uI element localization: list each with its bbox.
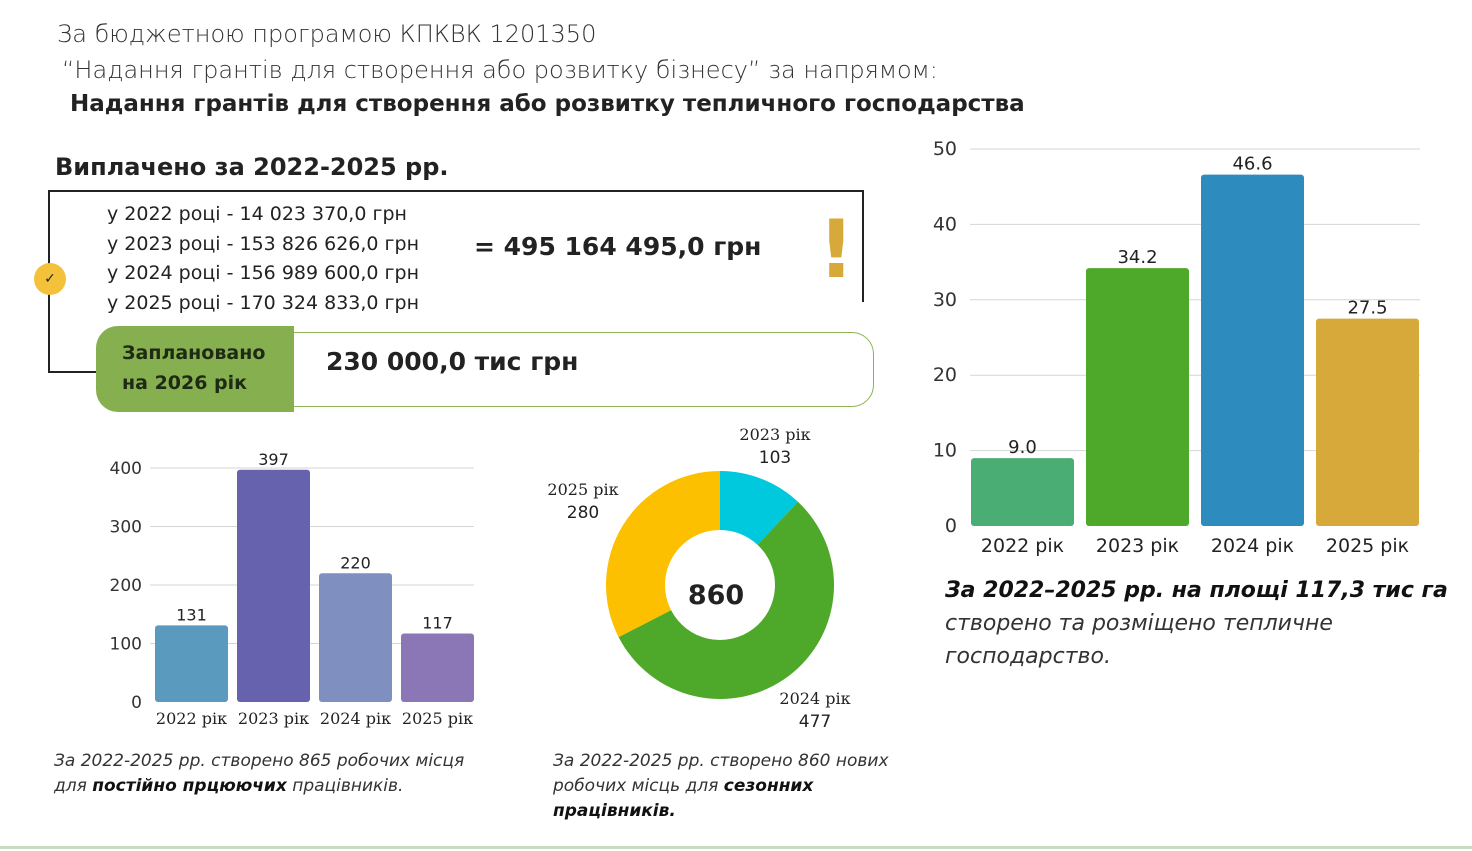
y-tick-label: 100 [110, 635, 142, 655]
data-label: 34.2 [1117, 247, 1157, 268]
data-label: 220 [340, 553, 371, 572]
bar-2022 [971, 458, 1074, 526]
caption-seasonal: За 2022-2025 рр. створено 860 нових робо… [553, 749, 913, 824]
paid-year-2024: у 2024 році - 156 989 600,0 грн [107, 262, 420, 284]
plan-label: Заплановано на 2026 рік [96, 326, 294, 412]
y-tick-label: 0 [131, 693, 142, 713]
y-tick-label: 0 [945, 515, 957, 537]
y-tick-label: 300 [110, 518, 142, 538]
data-label: 27.5 [1347, 298, 1387, 319]
paid-frame-right [862, 190, 864, 302]
bar-2022 [155, 625, 228, 702]
caption-permanent-pre: За 2022-2025 рр. створено 865 робочих мі… [54, 751, 465, 796]
donut-label-value: 103 [759, 448, 791, 468]
data-label: 46.6 [1232, 154, 1272, 175]
paid-title: Виплачено за 2022-2025 рр. [55, 153, 449, 181]
donut-slice-2024 [618, 501, 834, 699]
paid-year-2023: у 2023 році - 153 826 626,0 грн [107, 232, 420, 255]
caption-permanent-bold: постійно прцюючих [92, 776, 287, 796]
donut-center-label: 860 [688, 580, 744, 611]
x-tick-label: 2022 рік [981, 535, 1064, 557]
x-tick-label: 2022 рік [156, 709, 227, 728]
bar-2025 [1316, 318, 1419, 526]
paid-year-2025: у 2025 році - 170 324 833,0 грн [107, 291, 420, 314]
donut-label-value: 477 [799, 712, 831, 732]
donut-slice-2023 [720, 471, 798, 545]
bar-2024 [1201, 174, 1304, 527]
header-line-2: “Надання грантів для створення або розви… [62, 56, 938, 84]
caption-area-bold: За 2022–2025 рр. на площі 117,3 тис га [945, 578, 1448, 603]
caption-area: За 2022–2025 рр. на площі 117,3 тис га ст… [945, 574, 1455, 673]
caption-area-rest: створено та розміщено тепличне господарс… [945, 611, 1333, 669]
caption-seasonal-bold: сезонних працівників. [553, 776, 814, 821]
exclamation-icon: ! [818, 203, 855, 296]
bottom-divider [0, 846, 1472, 849]
y-tick-label: 50 [933, 138, 957, 160]
x-tick-label: 2023 рік [1096, 535, 1179, 557]
caption-permanent: За 2022-2025 рр. створено 865 робочих мі… [54, 749, 494, 799]
plan-label-1: Заплановано [122, 342, 266, 364]
donut-label-category: 2023 рік [739, 425, 810, 444]
bar-2023 [237, 469, 310, 702]
y-tick-label: 200 [110, 576, 142, 596]
data-label: 131 [176, 605, 207, 624]
x-tick-label: 2023 рік [238, 709, 309, 728]
data-label: 9.0 [1008, 437, 1037, 458]
x-tick-label: 2024 рік [320, 709, 391, 728]
x-tick-label: 2024 рік [1211, 535, 1294, 557]
y-tick-label: 20 [933, 364, 957, 386]
paid-years: у 2022 році - 14 023 370,0 грн у 2023 ро… [107, 200, 419, 318]
donut-label-value: 280 [567, 503, 599, 523]
donut-slice-2025 [605, 471, 720, 638]
plan-label-2: на 2026 рік [122, 372, 248, 394]
y-tick-label: 40 [933, 213, 957, 235]
header-line-3: Надання грантів для створення або розвит… [70, 91, 1025, 117]
y-tick-label: 30 [933, 289, 957, 311]
y-tick-label: 10 [933, 440, 957, 462]
data-label: 117 [422, 614, 453, 633]
check-icon: ✓ [34, 263, 66, 295]
plan-value: 230 000,0 тис грн [326, 347, 579, 376]
paid-year-2022: у 2022 році - 14 023 370,0 грн [107, 203, 407, 225]
data-label: 397 [258, 450, 289, 469]
x-tick-label: 2025 рік [402, 709, 473, 728]
donut-label-category: 2024 рік [779, 689, 850, 708]
caption-seasonal-pre: За 2022-2025 рр. створено 860 нових робо… [553, 751, 889, 796]
caption-permanent-post: працівників. [286, 776, 404, 796]
x-tick-label: 2025 рік [1326, 535, 1409, 557]
donut-label-category: 2025 рік [547, 480, 618, 499]
paid-total: = 495 164 495,0 грн [474, 232, 762, 261]
y-tick-label: 400 [110, 459, 142, 479]
bar-2025 [401, 633, 474, 702]
header-line-1: За бюджетною програмою КПКВК 1201350 [57, 20, 597, 48]
bar-2024 [319, 573, 392, 702]
bar-2023 [1086, 268, 1189, 526]
